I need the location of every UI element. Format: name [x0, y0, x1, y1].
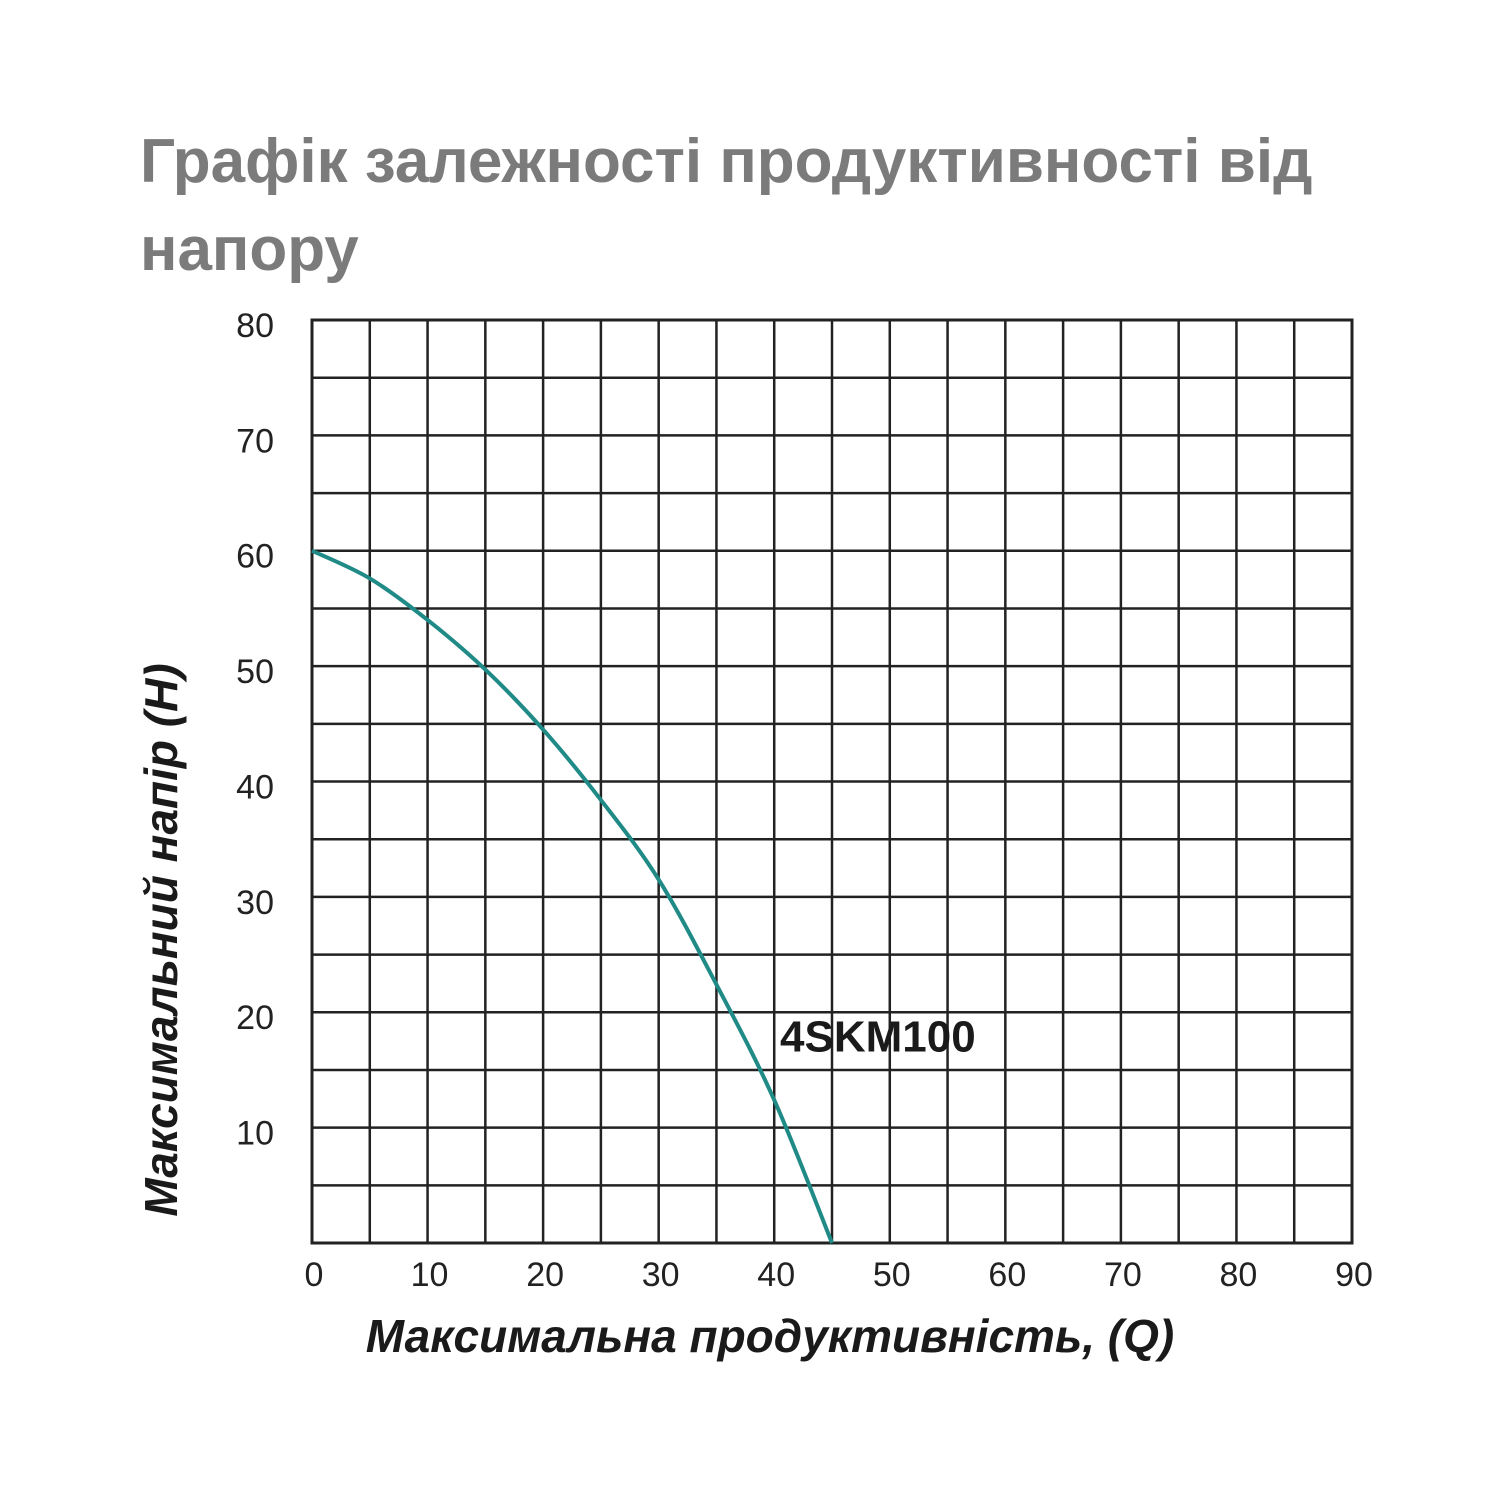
y-tick-label: 40 — [236, 768, 274, 806]
y-tick-label: 10 — [236, 1115, 274, 1153]
y-tick-label: 70 — [236, 422, 274, 460]
x-tick-label: 80 — [1220, 1256, 1258, 1294]
y-tick-label: 50 — [236, 653, 274, 691]
y-tick-label: 60 — [236, 538, 274, 576]
x-tick-label: 30 — [642, 1256, 680, 1294]
y-tick-label: 20 — [236, 999, 274, 1037]
x-tick-label: 40 — [757, 1256, 795, 1294]
x-tick-label: 10 — [411, 1256, 449, 1294]
y-tick-label: 30 — [236, 884, 274, 922]
x-tick-label: 60 — [988, 1256, 1026, 1294]
x-tick-label: 20 — [526, 1256, 564, 1294]
chart-title: Графік залежності продуктивності від нап… — [140, 127, 1313, 284]
x-tick-label: 70 — [1104, 1256, 1142, 1294]
series-label: 4SKM100 — [780, 1013, 976, 1062]
x-tick-label: 50 — [873, 1256, 911, 1294]
x-tick-label: 90 — [1335, 1256, 1373, 1294]
y-tick-label: 80 — [236, 307, 274, 345]
y-axis-label: Максимальний напір (H) — [135, 663, 187, 1216]
data-line — [311, 548, 834, 1244]
x-axis-label: Максимальна продуктивність, (Q) — [366, 1310, 1174, 1362]
x-tick-label: 0 — [305, 1256, 324, 1294]
